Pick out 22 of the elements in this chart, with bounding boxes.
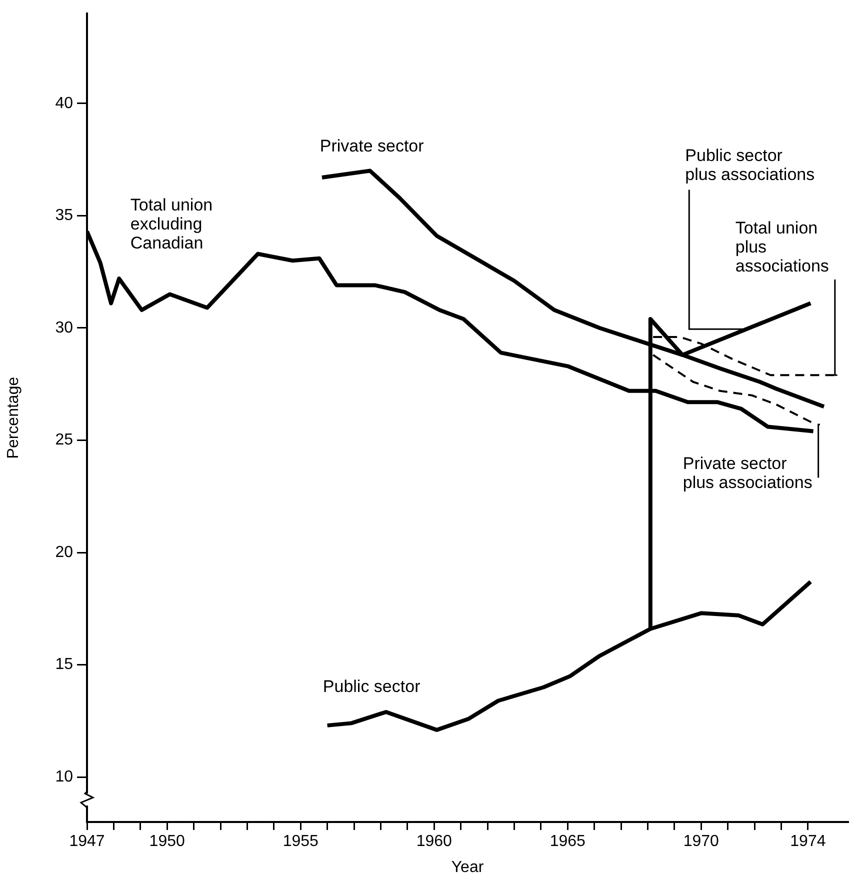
text: Total union plus associations <box>735 218 829 276</box>
x-tick-label: 1947 <box>69 833 105 850</box>
x-tick-label: 1965 <box>550 833 586 850</box>
series-label: Private sector <box>320 136 424 156</box>
y-tick-label: 20 <box>55 544 74 561</box>
y-tick-label: 30 <box>55 319 74 336</box>
series-label: Private sector plus associations <box>682 454 812 492</box>
y-tick-label: 15 <box>55 656 74 674</box>
x-tick-label: 1970 <box>683 833 720 850</box>
x-axis-title: Year <box>451 858 484 876</box>
x-tick-label: 1955 <box>282 833 319 850</box>
y-axis-title: Percentage <box>5 376 22 459</box>
x-tick-label: 1960 <box>416 833 452 850</box>
y-tick-label: 25 <box>55 432 74 449</box>
y-tick-label: 35 <box>55 207 74 224</box>
text: Public sector plus associations <box>685 146 815 184</box>
x-tick-label: 1974 <box>790 833 826 850</box>
series-label: Public sector <box>322 677 421 696</box>
series-label: Total union excluding Canadian <box>130 195 213 252</box>
x-tick-label: 1950 <box>149 833 186 850</box>
y-tick-label: 10 <box>55 768 74 786</box>
y-tick-label: 40 <box>55 94 74 112</box>
